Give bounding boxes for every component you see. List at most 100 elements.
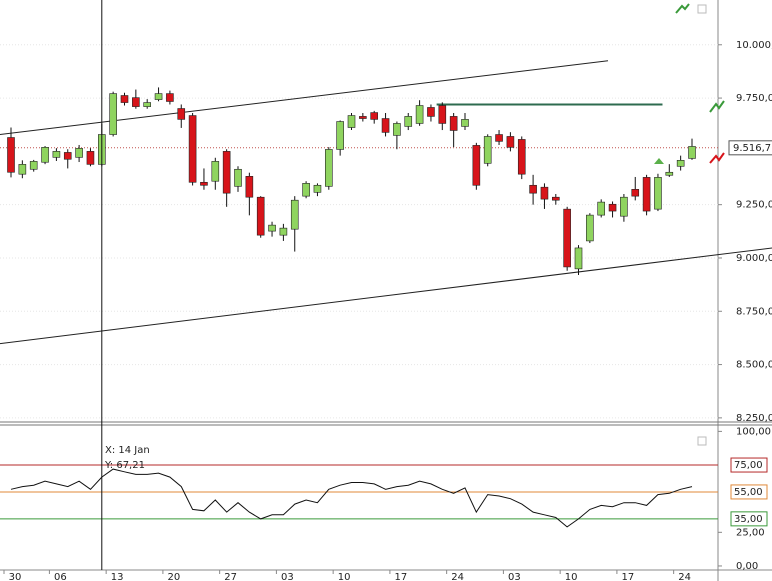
candle-body xyxy=(200,181,208,186)
crosshair-y-label: Y: 67,21 xyxy=(104,460,145,471)
icon xyxy=(675,3,690,14)
y-tick-label: 25,00 xyxy=(736,527,765,538)
candle-body xyxy=(132,97,140,107)
candle-body xyxy=(52,151,61,158)
candle-body xyxy=(631,189,640,197)
candle-body xyxy=(654,177,662,210)
candle-body xyxy=(211,161,220,182)
x-tick-label: 20 xyxy=(168,572,181,581)
candle-body xyxy=(245,176,254,198)
candle-body xyxy=(472,145,481,186)
candle-body xyxy=(370,112,379,120)
y-tick-label: 8.500,00 xyxy=(736,360,772,371)
candle-body xyxy=(222,151,231,194)
candle-body xyxy=(483,136,492,164)
level-box xyxy=(730,457,768,473)
icon xyxy=(709,152,725,164)
candle-body xyxy=(563,208,571,268)
y-tick-label: 9.750,00 xyxy=(736,93,772,104)
level-box xyxy=(730,511,768,527)
candle-body xyxy=(393,123,401,136)
y-tick-label: 0,00 xyxy=(736,561,758,572)
candle-body xyxy=(336,121,344,150)
candle-body xyxy=(188,115,197,183)
candle-body xyxy=(449,116,458,131)
x-tick-label: 24 xyxy=(678,572,691,581)
x-tick-label: 24 xyxy=(451,572,464,581)
candle-body xyxy=(41,147,49,163)
candle-body xyxy=(506,136,515,148)
y-tick-label: 100,00 xyxy=(736,426,771,437)
level-label: 75,00 xyxy=(734,460,763,471)
candle-body xyxy=(234,168,242,187)
x-tick-label: 03 xyxy=(508,572,521,581)
candle-body xyxy=(359,116,367,119)
last-price-label: 9.516,7 xyxy=(733,143,771,154)
candle-body xyxy=(268,224,276,232)
y-tick-label: 8.250,00 xyxy=(736,413,772,424)
candle-body xyxy=(688,146,696,159)
candle-body xyxy=(540,186,549,200)
candle-body xyxy=(427,107,435,117)
candle-body xyxy=(86,151,95,165)
last-price-box xyxy=(728,140,772,156)
x-tick-label: 27 xyxy=(224,572,237,581)
level-box xyxy=(730,484,768,500)
candle-body xyxy=(313,184,322,193)
candle-body xyxy=(29,161,38,170)
candle-body xyxy=(676,160,685,167)
y-tick-label: 10.000,00 xyxy=(736,40,772,51)
candle-body xyxy=(302,183,310,197)
trendline xyxy=(0,247,772,345)
candle-body xyxy=(177,108,186,120)
candle-body xyxy=(597,201,606,216)
y-tick-label: 9.000,00 xyxy=(736,253,772,264)
candle-body xyxy=(642,177,651,212)
candle-body xyxy=(154,93,163,100)
candle-body xyxy=(529,184,537,194)
candle-body xyxy=(324,149,333,187)
candle-body xyxy=(166,93,174,102)
candle-body xyxy=(620,196,628,217)
candle-body xyxy=(495,134,503,142)
candle-body xyxy=(279,227,288,236)
x-tick-label: 06 xyxy=(54,572,67,581)
x-tick-label: 10 xyxy=(565,572,578,581)
candle-body xyxy=(7,137,15,173)
x-tick-label: 10 xyxy=(338,572,351,581)
candle-body xyxy=(63,152,72,160)
candle-body xyxy=(461,119,469,127)
x-tick-label: 13 xyxy=(111,572,124,581)
level-label: 55,00 xyxy=(734,487,763,498)
candle-body xyxy=(290,199,299,230)
candle-body xyxy=(665,171,674,176)
candle-body xyxy=(109,93,117,135)
crosshair-x-label: X: 14 Jan xyxy=(105,445,150,456)
x-tick-label: 17 xyxy=(395,572,408,581)
candle-body xyxy=(608,203,617,212)
indicator-line xyxy=(10,468,693,528)
icon xyxy=(697,4,707,14)
x-tick-label: 30 xyxy=(9,572,22,581)
icon xyxy=(709,100,725,113)
candle-body xyxy=(75,148,83,158)
candle-body xyxy=(347,115,356,128)
icon xyxy=(697,436,707,446)
y-tick-label: 8.750,00 xyxy=(736,306,772,317)
candle-body xyxy=(574,247,583,270)
candle-body xyxy=(586,214,594,242)
candle-body xyxy=(517,139,526,175)
candle-body xyxy=(404,116,413,127)
level-label: 35,00 xyxy=(734,514,763,525)
icon xyxy=(654,158,664,164)
candle-body xyxy=(415,105,424,124)
candle-body xyxy=(143,102,151,107)
candle-body xyxy=(438,105,447,124)
candle-body xyxy=(256,196,265,236)
candle-body xyxy=(551,196,560,201)
candle-body xyxy=(381,118,390,133)
candle-body xyxy=(120,95,129,103)
candle-body xyxy=(18,164,27,175)
